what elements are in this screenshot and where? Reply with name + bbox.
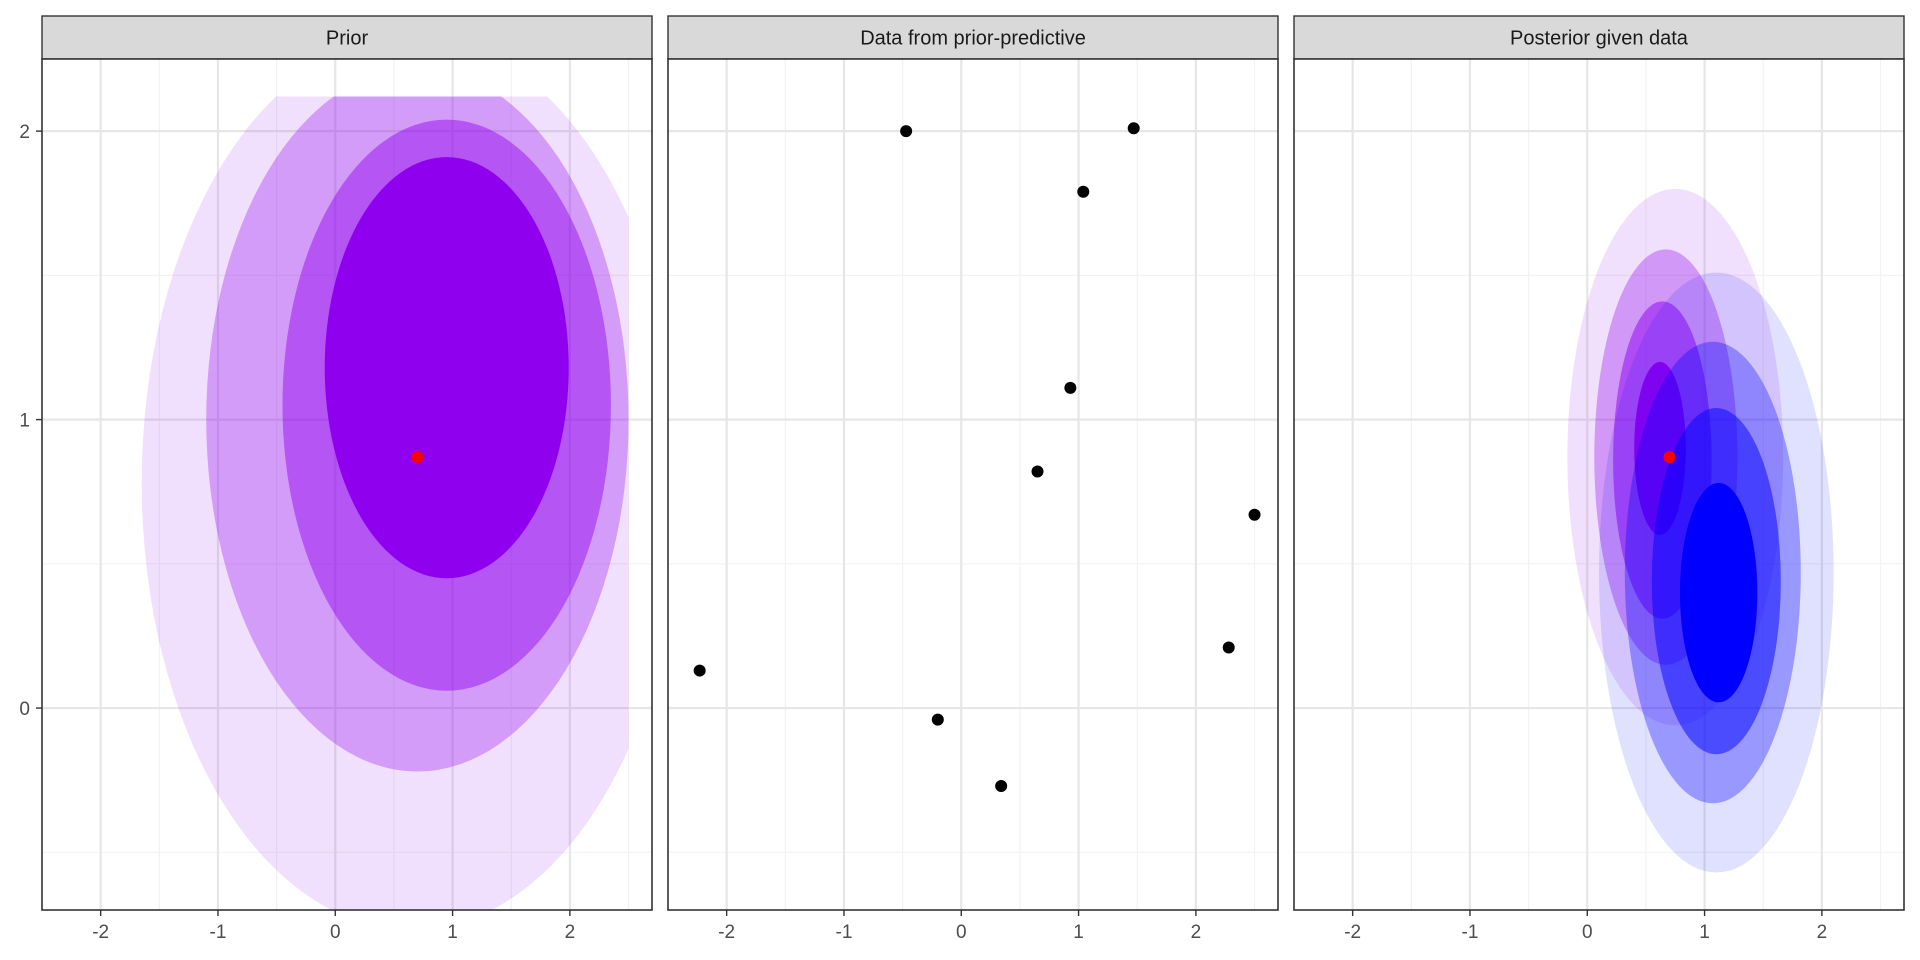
- x-tick-label: -2: [92, 922, 109, 943]
- x-tick-label: 1: [1699, 922, 1710, 943]
- panel-posterior: Posterior given data -2 -1 0 1 2: [1293, 15, 1905, 943]
- x-tick-label: 0: [330, 922, 341, 943]
- y-axis: 0 1 2: [19, 122, 42, 720]
- grid-data: [668, 59, 1278, 910]
- content-posterior: [1567, 188, 1834, 873]
- x-tick-label: -1: [1462, 922, 1479, 943]
- strip-label-data: Data from prior-predictive: [860, 28, 1086, 50]
- strip-label-prior: Prior: [326, 28, 369, 50]
- x-tick-label: -2: [718, 922, 735, 943]
- panel-data: Data from prior-predictive -2 -1 0 1 2: [667, 15, 1279, 943]
- y-tick-label: 2: [19, 122, 30, 143]
- content-prior: [141, 96, 629, 910]
- strip-label-posterior: Posterior given data: [1510, 28, 1689, 50]
- data-point-2: [931, 713, 944, 726]
- true-parameter-point: [411, 451, 424, 464]
- x-tick-label: 1: [447, 922, 458, 943]
- prior-region-core: [324, 157, 569, 579]
- data-point-4: [1031, 465, 1044, 478]
- data-point-1: [900, 125, 913, 138]
- x-tick-label: 2: [565, 922, 576, 943]
- x-tick-label: -1: [836, 922, 853, 943]
- x-tick-label: 2: [1817, 922, 1828, 943]
- facet-panels: Prior -2 -1 0 1 2 Data from prior-predictive -2…: [41, 15, 1905, 943]
- data-point-8: [1222, 641, 1235, 654]
- strip-posterior: [1293, 15, 1905, 60]
- x-tick-label: 0: [1582, 922, 1593, 943]
- plot-area-posterior: [1294, 59, 1904, 910]
- x-tick-label: -1: [210, 922, 227, 943]
- plot-area-data: [668, 59, 1278, 910]
- y-tick-label: 1: [19, 411, 30, 432]
- prior-density: [141, 96, 629, 910]
- data-point-5: [1064, 381, 1077, 394]
- strip-data: [667, 15, 1279, 60]
- x-tick-label: 0: [956, 922, 967, 943]
- data-point-0: [693, 664, 706, 677]
- data-point-3: [995, 779, 1008, 792]
- data-point-6: [1077, 185, 1090, 198]
- posterior-region-core: [1679, 483, 1758, 703]
- panel-border-data: [667, 58, 1279, 911]
- true-parameter-point: [1663, 451, 1676, 464]
- content-data: [693, 122, 1261, 792]
- panel-prior: Prior -2 -1 0 1 2: [41, 15, 653, 943]
- data-point-7: [1127, 122, 1140, 135]
- panel-border-posterior: [1293, 58, 1905, 911]
- x-tick-label: -2: [1344, 922, 1361, 943]
- x-tick-label: 1: [1073, 922, 1084, 943]
- x-tick-label: 2: [1191, 922, 1202, 943]
- y-tick-label: 0: [19, 699, 30, 720]
- strip-prior: [41, 15, 653, 60]
- posterior-density: [1599, 272, 1834, 873]
- data-point-9: [1248, 508, 1261, 521]
- panel-border-prior: [41, 58, 653, 911]
